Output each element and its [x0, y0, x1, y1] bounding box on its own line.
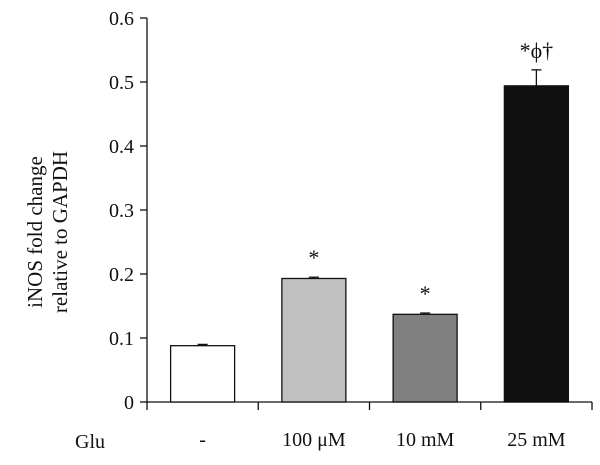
y-tick-label: 0.1: [109, 328, 134, 350]
y-tick-label: 0: [124, 392, 134, 414]
error-bars: [197, 69, 542, 346]
significance-annotations: * * *ϕ†: [308, 38, 553, 306]
annotation-1: *: [308, 245, 319, 270]
bar-2: [392, 313, 458, 403]
y-tick-label: 0.4: [109, 136, 134, 158]
category-labels: - 100 μM 10 mM 25 mM: [199, 429, 565, 451]
bar-0: [169, 345, 236, 403]
y-tick-label: 0.6: [109, 8, 134, 30]
y-axis-title: iNOS fold change relative to GAPDH: [23, 151, 72, 313]
x-axis-label: Glu: [75, 431, 105, 453]
bars: [169, 85, 570, 403]
annotation-2: *: [420, 281, 431, 306]
category-label-0: -: [199, 429, 206, 451]
y-axis-title-line-1: iNOS fold change: [23, 156, 47, 308]
annotation-3: *ϕ†: [520, 38, 554, 63]
category-label-2: 10 mM: [396, 429, 455, 451]
y-tick-label: 0.2: [109, 264, 134, 286]
y-tick-label: 0.3: [109, 200, 134, 222]
bar-1: [281, 277, 347, 403]
bar-3: [503, 85, 570, 403]
category-label-1: 100 μM: [282, 429, 346, 451]
x-axis: [146, 401, 593, 410]
y-axis: 0 0.1 0.2 0.3 0.4 0.5 0.6: [109, 8, 148, 414]
category-label-3: 25 mM: [507, 429, 566, 451]
y-tick-label: 0.5: [109, 72, 134, 94]
y-axis-title-line-2: relative to GAPDH: [48, 151, 72, 313]
